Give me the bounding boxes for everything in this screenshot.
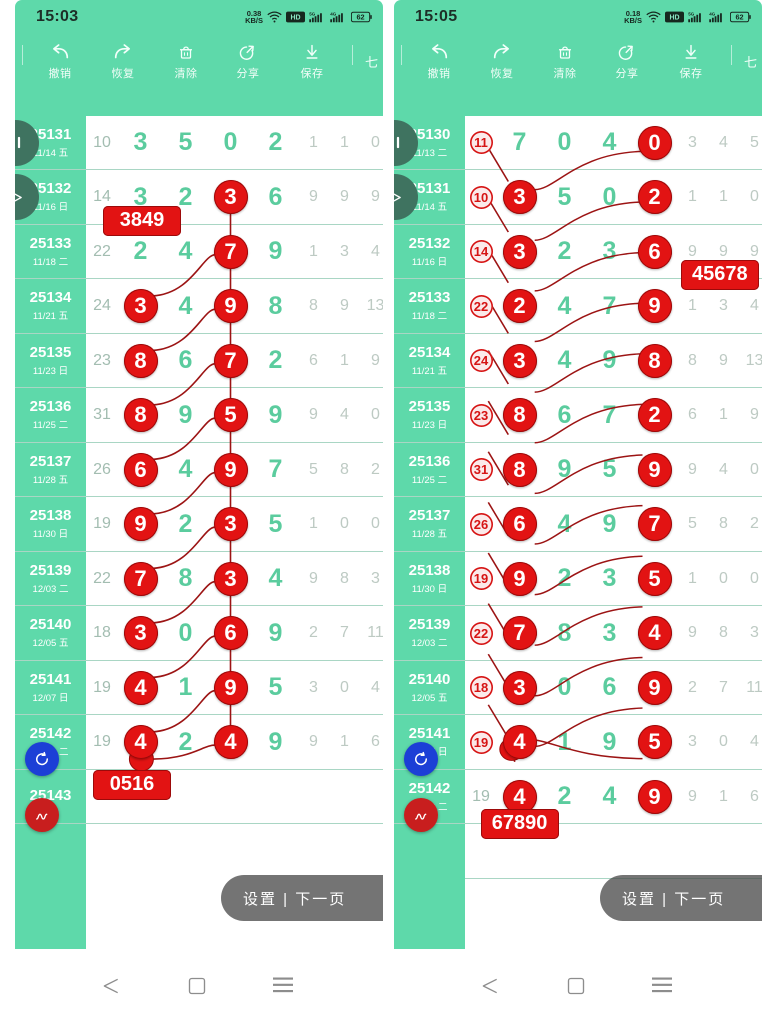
svg-text:62: 62 bbox=[356, 13, 364, 22]
svg-text:5G: 5G bbox=[309, 12, 316, 17]
svg-text:4G: 4G bbox=[709, 12, 716, 17]
svg-text:HD: HD bbox=[290, 15, 300, 22]
svg-text:62: 62 bbox=[735, 13, 743, 22]
svg-text:HD: HD bbox=[669, 15, 679, 22]
svg-text:5G: 5G bbox=[688, 12, 695, 17]
svg-text:4G: 4G bbox=[330, 12, 337, 17]
